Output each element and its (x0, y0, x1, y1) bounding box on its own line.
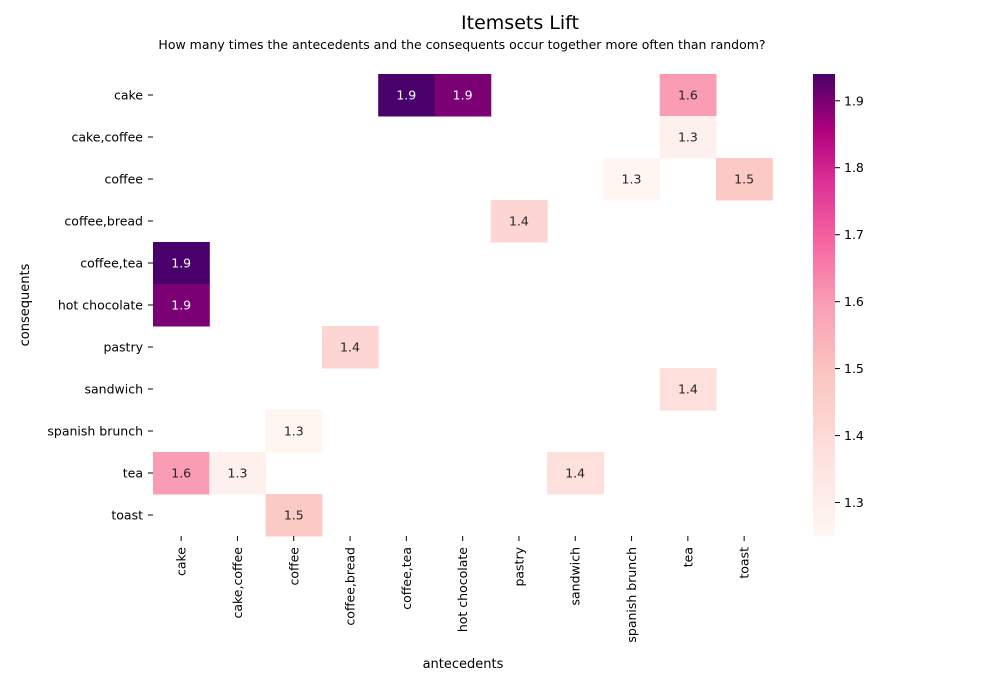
y-tick-label-sandwich: sandwich (84, 382, 143, 397)
heatmap-cell-toast-coffee (265, 494, 323, 537)
colorbar-ticks: 1.3 1.4 1.5 1.6 1.7 1.8 1.9 (835, 93, 864, 510)
colorbar-tick-label: 1.5 (844, 361, 864, 376)
colorbar-tick-label: 1.7 (844, 227, 864, 242)
y-axis-ticks: cake cake,coffee coffee coffee,bread coffee,… (47, 88, 153, 523)
colorbar-tick-label: 1.8 (844, 160, 864, 175)
y-tick-label-toast: toast (111, 508, 143, 523)
colorbar-tick-label: 1.9 (844, 93, 864, 108)
x-tick-label-coffee: coffee (286, 547, 301, 586)
heatmap-cell-tea-cake-coffee (209, 452, 267, 495)
cell-value-label: 1.5 (284, 508, 304, 523)
cell-value-label: 1.9 (453, 88, 473, 103)
x-tick-label-tea: tea (680, 547, 695, 567)
heatmap-cell-sandwich-tea (659, 368, 717, 411)
heatmap-cell-spanish-brunch-coffee (265, 410, 323, 453)
heatmap-cell-tea-cake (153, 452, 210, 495)
x-tick-label-coffee-bread: coffee,bread (343, 547, 358, 626)
x-tick-label-toast: toast (737, 547, 752, 579)
heatmap-cell-coffee-toast (716, 158, 773, 201)
y-tick-label-coffee: coffee (104, 172, 143, 187)
chart-title: Itemsets Lift (461, 12, 579, 34)
cell-value-label: 1.9 (171, 298, 191, 313)
x-tick-label-pastry: pastry (511, 546, 526, 586)
y-tick-label-cake: cake (114, 88, 143, 103)
cell-value-label: 1.3 (228, 466, 248, 481)
colorbar (813, 74, 835, 536)
heatmap-cell-coffee-spanish-brunch (603, 158, 661, 201)
x-axis-label: antecedents (423, 657, 504, 672)
y-tick-label-coffee-bread: coffee,bread (64, 214, 143, 229)
heatmap-cell-cake-coffee-tea (659, 116, 717, 159)
cell-value-label: 1.3 (678, 130, 698, 145)
y-tick-label-cake-coffee: cake,coffee (71, 130, 143, 145)
x-tick-label-spanish-brunch: spanish brunch (624, 547, 639, 643)
cell-value-label: 1.4 (678, 382, 698, 397)
colorbar-tick-label: 1.3 (844, 495, 864, 510)
heatmap-cell-cake-hot-chocolate (434, 74, 492, 117)
chart-subtitle: How many times the antecedents and the c… (158, 37, 765, 52)
y-tick-label-spanish-brunch: spanish brunch (47, 424, 143, 439)
colorbar-tick-label: 1.6 (844, 294, 864, 309)
y-tick-label-tea: tea (123, 466, 143, 481)
heatmap-cell-coffee-bread-pastry (490, 200, 548, 243)
cell-value-label: 1.4 (565, 466, 585, 481)
y-axis-label: consequents (18, 263, 33, 346)
x-tick-label-cake-coffee: cake,coffee (230, 547, 245, 619)
heatmap-cells (153, 74, 773, 537)
heatmap-cell-coffee-tea-cake (153, 242, 210, 285)
cell-value-label: 1.4 (509, 214, 529, 229)
x-tick-label-sandwich: sandwich (568, 547, 583, 606)
heatmap-cell-pastry-coffee-bread (321, 326, 379, 369)
x-tick-label-coffee-tea: coffee,tea (399, 547, 414, 610)
heatmap-cell-cake-coffee-tea (378, 74, 435, 117)
cell-value-label: 1.9 (396, 88, 416, 103)
y-tick-label-coffee-tea: coffee,tea (80, 256, 143, 271)
cell-value-label: 1.3 (622, 172, 642, 187)
x-tick-label-cake: cake (174, 547, 189, 576)
heatmap-cell-hot-chocolate-cake (153, 284, 210, 327)
cell-value-label: 1.9 (171, 256, 191, 271)
heatmap-cell-tea-sandwich (547, 452, 604, 495)
heatmap-cell-labels: 1.9 1.9 1.6 1.3 1.3 1.5 1.4 1.9 1.9 1.4 1.4 1.3 1.6 1… (171, 88, 754, 523)
cell-value-label: 1.6 (678, 88, 698, 103)
colorbar-tick-label: 1.4 (844, 428, 864, 443)
cell-value-label: 1.5 (734, 172, 754, 187)
cell-value-label: 1.3 (284, 424, 304, 439)
y-tick-label-hot-chocolate: hot chocolate (58, 298, 143, 313)
heatmap-cell-cake-tea (659, 74, 717, 117)
y-tick-label-pastry: pastry (103, 340, 143, 355)
x-tick-label-hot-chocolate: hot chocolate (455, 547, 470, 632)
cell-value-label: 1.6 (171, 466, 191, 481)
x-axis-ticks: cake cake,coffee coffee coffee,bread coffee,… (174, 536, 752, 643)
cell-value-label: 1.4 (340, 340, 360, 355)
